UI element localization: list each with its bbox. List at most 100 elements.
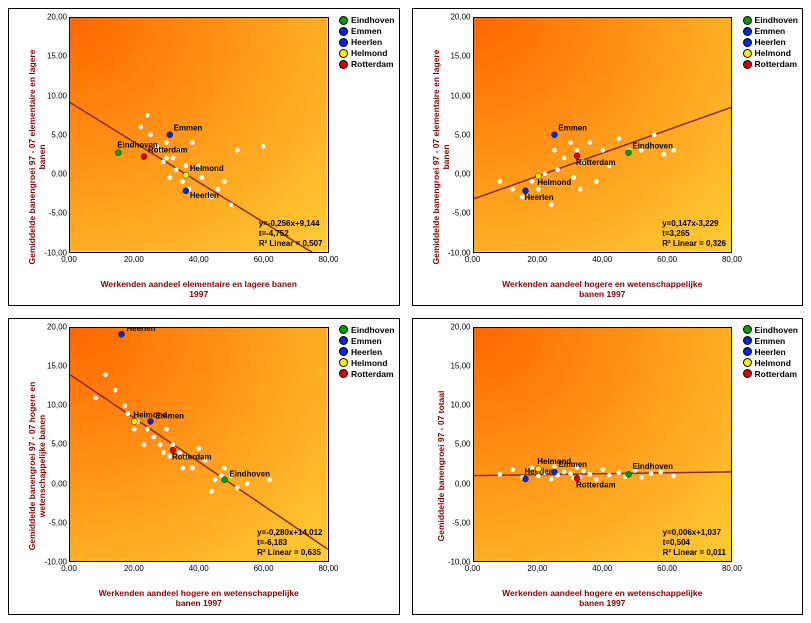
- y-tick-label: 20,00: [443, 322, 471, 331]
- scatter-point: [139, 125, 144, 130]
- city-label: Eindhoven: [632, 462, 673, 471]
- scatter-point: [548, 476, 553, 481]
- legend: EindhovenEmmenHeerlenHelmondRotterdam: [339, 15, 394, 70]
- scatter-point: [561, 156, 566, 161]
- scatter-point: [174, 167, 179, 172]
- legend-dot-icon: [743, 336, 752, 345]
- chart-panel: Gemiddelde banengroei 97 - 07 totaalWerk…: [412, 318, 804, 616]
- plot-area: HeerlenHelmondEmmenRotterdamEindhoven: [473, 327, 733, 563]
- scatter-point: [510, 187, 515, 192]
- scatter-point: [190, 465, 195, 470]
- legend-label: Eindhoven: [755, 325, 798, 335]
- legend-item: Emmen: [743, 336, 798, 346]
- scatter-point: [639, 475, 644, 480]
- legend-dot-icon: [743, 38, 752, 47]
- legend-dot-icon: [339, 336, 348, 345]
- legend-label: Eindhoven: [351, 325, 394, 335]
- legend-item: Eindhoven: [743, 15, 798, 25]
- scatter-point: [164, 426, 169, 431]
- legend-dot-icon: [339, 325, 348, 334]
- legend-dot-icon: [339, 49, 348, 58]
- x-tick-label: 80,00: [722, 255, 742, 264]
- scatter-point: [158, 442, 163, 447]
- legend-item: Emmen: [339, 26, 394, 36]
- legend-item: Rotterdam: [743, 369, 798, 379]
- x-tick-label: 80,00: [318, 564, 338, 573]
- y-tick-label: 0,00: [39, 479, 67, 488]
- scatter-point: [145, 113, 150, 118]
- x-axis-label: Werkenden aandeel hogere en wetenschappe…: [473, 279, 733, 299]
- scatter-point: [184, 164, 189, 169]
- x-tick-label: 60,00: [254, 255, 274, 264]
- x-tick-label: 80,00: [318, 255, 338, 264]
- legend-item: Helmond: [339, 48, 394, 58]
- plot-area: EmmenRotterdamEindhovenHelmondHeerlen: [473, 17, 733, 253]
- y-tick-label: 15,00: [39, 361, 67, 370]
- city-label: Emmen: [155, 411, 184, 420]
- x-tick-label: 40,00: [592, 255, 612, 264]
- scatter-point: [594, 179, 599, 184]
- city-label: Helmond: [537, 178, 571, 187]
- y-ticks: -10,00-5,000,005,0010,0015,0020,00: [39, 17, 67, 253]
- legend-dot-icon: [339, 60, 348, 69]
- y-tick-label: -10,00: [443, 558, 471, 567]
- scatter-point: [261, 144, 266, 149]
- equation-line: R² Linear = 0,635: [257, 548, 322, 558]
- city-point: [167, 132, 173, 138]
- scatter-point: [222, 465, 227, 470]
- legend-label: Rotterdam: [755, 369, 798, 379]
- equation-line: y=-0,280x+14,012: [257, 528, 322, 538]
- x-tick-label: 80,00: [722, 564, 742, 573]
- legend-item: Helmond: [339, 358, 394, 368]
- x-tick-label: 60,00: [254, 564, 274, 573]
- legend-item: Rotterdam: [339, 369, 394, 379]
- legend-label: Emmen: [351, 336, 382, 346]
- scatter-point: [222, 179, 227, 184]
- city-label: Emmen: [174, 124, 203, 133]
- equation-line: R² Linear = 0,326: [662, 239, 726, 249]
- scatter-point: [161, 160, 166, 165]
- legend: EindhovenEmmenHeerlenHelmondRotterdam: [743, 325, 798, 380]
- scatter-point: [497, 179, 502, 184]
- legend-label: Heerlen: [351, 37, 382, 47]
- scatter-point: [164, 140, 169, 145]
- y-tick-label: -10,00: [39, 558, 67, 567]
- equation-line: y=0,147x-3,229: [662, 219, 726, 229]
- x-axis-label: Werkenden aandeel elementaire en lagere …: [69, 279, 329, 299]
- equation-line: R² Linear = 0,507: [259, 239, 323, 249]
- x-tick-label: 20,00: [527, 564, 547, 573]
- city-point: [551, 468, 557, 474]
- y-tick-label: -10,00: [443, 248, 471, 257]
- legend: EindhovenEmmenHeerlenHelmondRotterdam: [743, 15, 798, 70]
- scatter-point: [587, 140, 592, 145]
- scatter-point: [529, 179, 534, 184]
- city-point: [183, 188, 189, 194]
- city-label: Eindhoven: [632, 142, 673, 151]
- equation-box: y=-0,256x+9,144t=-4,752R² Linear = 0,507: [259, 219, 323, 249]
- scatter-point: [196, 446, 201, 451]
- legend-dot-icon: [743, 27, 752, 36]
- y-tick-label: 10,00: [39, 401, 67, 410]
- y-tick-label: 5,00: [443, 130, 471, 139]
- equation-line: y=-0,256x+9,144: [259, 219, 323, 229]
- city-label: Emmen: [558, 459, 587, 468]
- legend-item: Rotterdam: [339, 59, 394, 69]
- scatter-point: [213, 477, 218, 482]
- legend-item: Eindhoven: [339, 15, 394, 25]
- scatter-point: [561, 469, 566, 474]
- x-ticks: 0,0020,0040,0060,0080,00: [473, 564, 733, 576]
- legend-label: Emmen: [755, 26, 786, 36]
- y-tick-label: 0,00: [443, 479, 471, 488]
- x-tick-label: 40,00: [592, 564, 612, 573]
- legend-label: Heerlen: [755, 347, 786, 357]
- scatter-point: [574, 148, 579, 153]
- legend-dot-icon: [339, 358, 348, 367]
- scatter-point: [103, 372, 108, 377]
- legend-dot-icon: [339, 38, 348, 47]
- scatter-point: [616, 136, 621, 141]
- legend-item: Emmen: [743, 26, 798, 36]
- legend-label: Helmond: [755, 358, 791, 368]
- scatter-point: [536, 187, 541, 192]
- legend-dot-icon: [339, 27, 348, 36]
- legend-label: Emmen: [755, 336, 786, 346]
